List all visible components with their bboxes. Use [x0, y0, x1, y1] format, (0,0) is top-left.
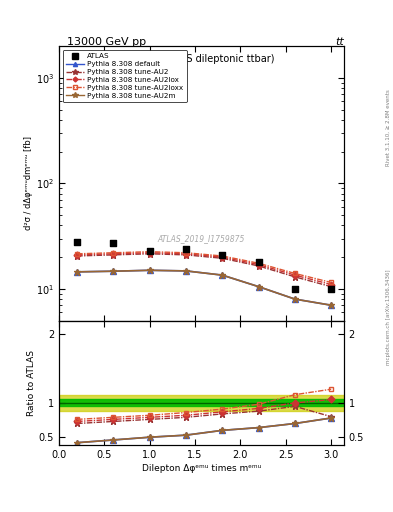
Point [183, 245, 189, 253]
Point [110, 239, 117, 247]
Point [74, 238, 80, 246]
X-axis label: Dilepton Δφᵉᵐᵘ times mᵉᵐᵘ: Dilepton Δφᵉᵐᵘ times mᵉᵐᵘ [142, 464, 261, 474]
Text: tt: tt [335, 37, 344, 47]
Y-axis label: d²σ / dΔφᵉᵐᵘdmᵉᵐᵘ [fb]: d²σ / dΔφᵉᵐᵘdmᵉᵐᵘ [fb] [24, 136, 33, 230]
Point [255, 258, 262, 266]
Legend: ATLAS, Pythia 8.308 default, Pythia 8.308 tune-AU2, Pythia 8.308 tune-AU2lox, Py: ATLAS, Pythia 8.308 default, Pythia 8.30… [62, 50, 187, 102]
Point [292, 285, 298, 293]
Point [147, 247, 153, 255]
Text: 13000 GeV pp: 13000 GeV pp [67, 37, 146, 47]
Point [219, 251, 226, 259]
Text: mcplots.cern.ch [arXiv:1306.3436]: mcplots.cern.ch [arXiv:1306.3436] [386, 270, 391, 365]
Bar [59, 399, 344, 407]
Y-axis label: Ratio to ATLAS: Ratio to ATLAS [27, 350, 36, 416]
Point [328, 285, 334, 293]
Text: Rivet 3.1.10, ≥ 2.8M events: Rivet 3.1.10, ≥ 2.8M events [386, 90, 391, 166]
Text: Δφ(ll) (ATLAS dileptonic ttbar): Δφ(ll) (ATLAS dileptonic ttbar) [129, 54, 274, 65]
Text: ATLAS_2019_I1759875: ATLAS_2019_I1759875 [158, 234, 245, 243]
Bar [59, 395, 344, 411]
